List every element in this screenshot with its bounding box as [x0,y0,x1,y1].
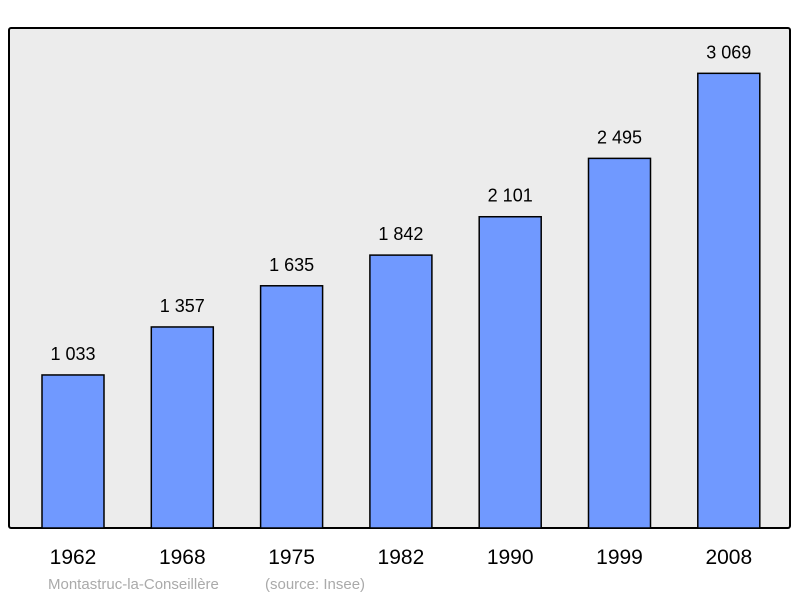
data-label-1982: 1 842 [378,224,423,244]
x-tick-label: 1962 [50,546,97,569]
caption-place: Montastruc-la-Conseillère [48,576,219,593]
bar-1982 [369,254,433,529]
bar-1990 [478,215,542,529]
data-label-1999: 2 495 [597,127,642,147]
bar-1999 [587,157,652,529]
data-label-1962: 1 033 [50,344,95,364]
bar-1975 [259,285,324,529]
x-tick-label: 1999 [596,546,643,569]
x-tick-label: 2008 [705,546,752,569]
x-tick-label: 1990 [487,546,534,569]
data-label-1990: 2 101 [488,186,533,206]
bar-1962 [41,374,105,529]
bar-1968 [150,326,215,529]
data-label-1968: 1 357 [160,296,205,316]
data-label-2008: 3 069 [706,42,751,62]
bar-2008 [697,72,761,529]
x-tick-label: 1968 [159,546,206,569]
caption-source: (source: Insee) [265,576,365,593]
x-tick-label: 1982 [378,546,425,569]
x-tick-label: 1975 [268,546,315,569]
data-label-1975: 1 635 [269,255,314,275]
